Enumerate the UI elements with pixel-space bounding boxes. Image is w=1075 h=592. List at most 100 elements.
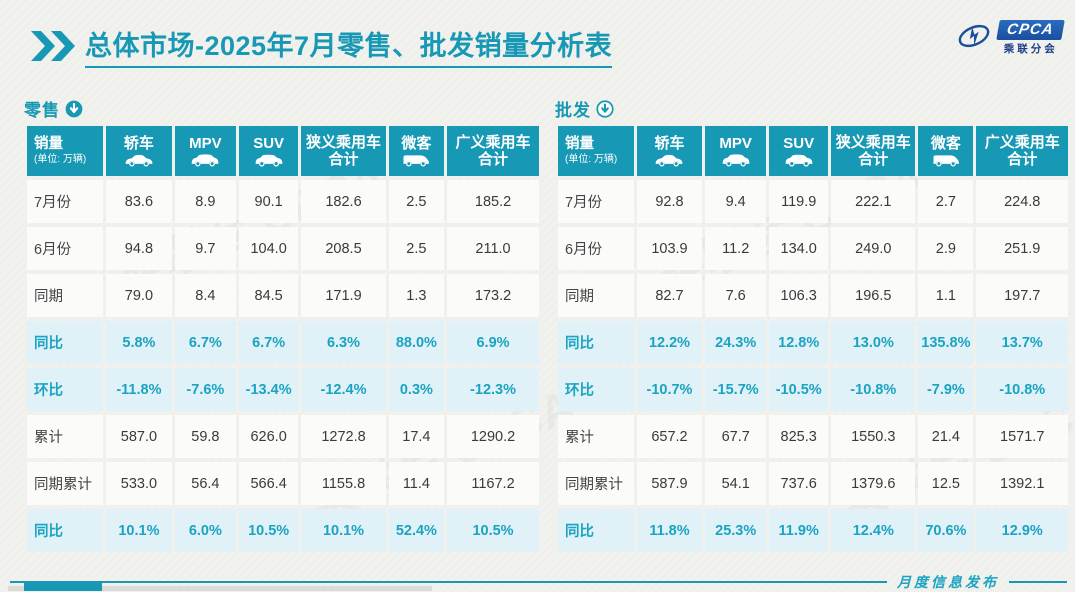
cell-value: 135.8% <box>918 321 974 364</box>
circle-arrow-down-outline-icon <box>596 99 614 118</box>
footer-line <box>10 581 887 583</box>
column-label: SUV <box>783 135 815 152</box>
footer: 月度信息发布 <box>10 572 1067 592</box>
row-label: 累计 <box>558 415 634 458</box>
row-label: 同比 <box>558 321 634 364</box>
column-header: 轿车 <box>636 126 703 176</box>
column-label: 轿车 <box>654 135 685 152</box>
cell-value: 1155.8 <box>301 462 386 505</box>
cell-value: 8.4 <box>174 274 236 317</box>
table-row: 7月份 83.6 8.9 90.1 182.6 2.5 185.2 <box>27 180 539 223</box>
cell-value: 12.4% <box>831 509 916 552</box>
cpca-acronym: CPCA <box>996 20 1065 40</box>
table-row: 同比 12.2% 24.3% 12.8% 13.0% 135.8% 13.7% <box>558 321 1068 364</box>
cell-value: 10.5% <box>447 509 539 552</box>
row-label: 6月份 <box>558 227 634 270</box>
table-row: 累计 587.0 59.8 626.0 1272.8 17.4 1290.2 <box>27 415 539 458</box>
circle-arrow-down-filled-icon <box>65 100 83 118</box>
cell-value: 1392.1 <box>976 462 1068 505</box>
column-header: 广义乘用车 合计 <box>447 126 539 176</box>
cell-value: -12.4% <box>301 368 386 411</box>
double-chevron-icon <box>31 31 75 61</box>
column-label: 合计 <box>478 151 509 168</box>
cpca-swoosh-icon <box>959 24 990 48</box>
cell-value: 11.8% <box>636 509 703 552</box>
cell-value: 67.7 <box>705 415 767 458</box>
page-header: 总体市场-2025年7月零售、批发销量分析表 <box>30 24 613 68</box>
cell-value: -15.7% <box>705 368 767 411</box>
unit-note: (单位: 万辆) <box>565 154 618 165</box>
cell-value: 1272.8 <box>301 415 386 458</box>
wholesale-panel: 批发 销量 (单位: 万辆) 轿车 MPV SUV 狭义乘用车 合计 微客 广义乘用车 合计 7月份… <box>555 97 1071 556</box>
cell-value: 1571.7 <box>976 415 1068 458</box>
cell-value: 9.4 <box>705 180 767 223</box>
cell-value: 1290.2 <box>447 415 539 458</box>
cell-value: -7.6% <box>174 368 236 411</box>
column-header: SUV <box>239 126 299 176</box>
corner-header-cell: 销量 (单位: 万辆) <box>27 126 104 176</box>
column-header: 狭义乘用车 合计 <box>831 126 916 176</box>
cell-value: 533.0 <box>106 462 172 505</box>
cell-value: 0.3% <box>388 368 445 411</box>
cell-value: 17.4 <box>388 415 445 458</box>
cell-value: -10.7% <box>636 368 703 411</box>
cpca-logo: CPCA 乘联分会 <box>954 20 1065 56</box>
table-row: 累计 657.2 67.7 825.3 1550.3 21.4 1571.7 <box>558 415 1068 458</box>
row-label: 同比 <box>27 321 104 364</box>
table-row: 7月份 92.8 9.4 119.9 222.1 2.7 224.8 <box>558 180 1068 223</box>
column-label: 广义乘用车 <box>455 134 531 151</box>
cell-value: 11.2 <box>705 227 767 270</box>
mpv-icon <box>190 153 220 167</box>
cell-value: 737.6 <box>769 462 829 505</box>
table-row: 同期 82.7 7.6 106.3 196.5 1.1 197.7 <box>558 274 1068 317</box>
row-label: 同比 <box>27 509 104 552</box>
row-label: 累计 <box>27 415 104 458</box>
column-label: 合计 <box>328 151 359 168</box>
row-label: 同期 <box>558 274 634 317</box>
cell-value: 134.0 <box>769 227 829 270</box>
footer-label: 月度信息发布 <box>897 576 999 591</box>
cell-value: 2.7 <box>918 180 974 223</box>
column-header: MPV <box>174 126 236 176</box>
column-label: 合计 <box>858 151 889 168</box>
table-row: 同期累计 533.0 56.4 566.4 1155.8 11.4 1167.2 <box>27 462 539 505</box>
cell-value: 1167.2 <box>447 462 539 505</box>
column-label: 广义乘用车 <box>984 134 1060 151</box>
row-label: 同期累计 <box>558 462 634 505</box>
column-label: MPV <box>719 135 752 152</box>
cell-value: 6.7% <box>174 321 236 364</box>
cell-value: 224.8 <box>976 180 1068 223</box>
row-label: 同期累计 <box>27 462 104 505</box>
corner-title: 销量 <box>565 136 594 152</box>
column-header: SUV <box>769 126 829 176</box>
cell-value: -13.4% <box>239 368 299 411</box>
cell-value: 211.0 <box>447 227 539 270</box>
cell-value: 2.9 <box>918 227 974 270</box>
cell-value: 10.1% <box>301 509 386 552</box>
column-header: 微客 <box>388 126 445 176</box>
table-row: 环比 -11.8% -7.6% -13.4% -12.4% 0.3% -12.3% <box>27 368 539 411</box>
cell-value: 2.5 <box>388 180 445 223</box>
cell-value: 12.2% <box>636 321 703 364</box>
retail-panel: 零售 销量 (单位: 万辆) 轿车 MPV SUV 狭义乘用车 合计 微客 广义乘用车 合计 7月份… <box>24 97 542 556</box>
table-row: 同比 5.8% 6.7% 6.7% 6.3% 88.0% 6.9% <box>27 321 539 364</box>
cpca-chinese-name: 乘联分会 <box>1003 43 1058 55</box>
cell-value: 13.0% <box>831 321 916 364</box>
cell-value: 10.5% <box>239 509 299 552</box>
cell-value: 626.0 <box>239 415 299 458</box>
minivan-icon <box>401 153 431 167</box>
row-label: 同比 <box>558 509 634 552</box>
cell-value: -11.8% <box>106 368 172 411</box>
cell-value: 196.5 <box>831 274 916 317</box>
column-label: 狭义乘用车 <box>305 134 381 151</box>
column-header: 狭义乘用车 合计 <box>301 126 386 176</box>
cell-value: 11.4 <box>388 462 445 505</box>
row-label: 同期 <box>27 274 104 317</box>
cell-value: 83.6 <box>106 180 172 223</box>
partial-next-slide-tab <box>24 583 102 591</box>
row-label: 6月份 <box>27 227 104 270</box>
cell-value: 251.9 <box>976 227 1068 270</box>
cell-value: 587.0 <box>106 415 172 458</box>
cell-value: 84.5 <box>239 274 299 317</box>
cell-value: 92.8 <box>636 180 703 223</box>
